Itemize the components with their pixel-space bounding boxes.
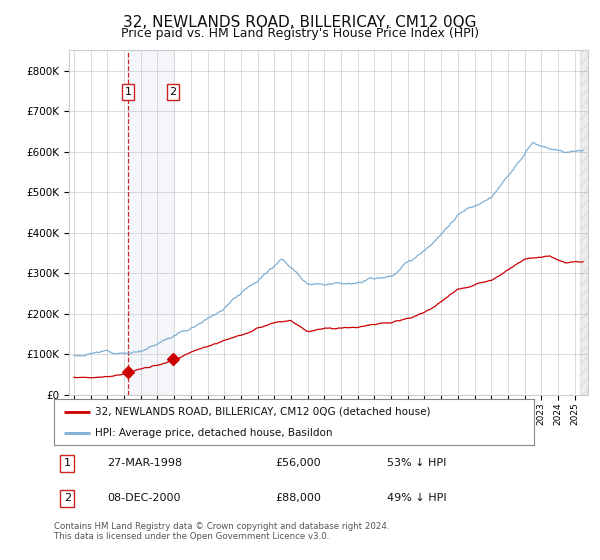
Text: 1: 1	[64, 459, 71, 468]
Text: HPI: Average price, detached house, Basildon: HPI: Average price, detached house, Basi…	[95, 428, 332, 438]
Bar	[580, 50, 588, 395]
Text: 53% ↓ HPI: 53% ↓ HPI	[386, 459, 446, 468]
Text: 08-DEC-2000: 08-DEC-2000	[107, 493, 181, 503]
Text: 32, NEWLANDS ROAD, BILLERICAY, CM12 0QG (detached house): 32, NEWLANDS ROAD, BILLERICAY, CM12 0QG …	[95, 407, 430, 417]
Text: 32, NEWLANDS ROAD, BILLERICAY, CM12 0QG: 32, NEWLANDS ROAD, BILLERICAY, CM12 0QG	[123, 15, 477, 30]
Text: 49% ↓ HPI: 49% ↓ HPI	[386, 493, 446, 503]
Text: Contains HM Land Registry data © Crown copyright and database right 2024.
This d: Contains HM Land Registry data © Crown c…	[54, 522, 389, 542]
Text: 2: 2	[64, 493, 71, 503]
Text: 1: 1	[124, 87, 131, 97]
Bar	[128, 50, 173, 395]
Text: £88,000: £88,000	[276, 493, 322, 503]
Text: £56,000: £56,000	[276, 459, 322, 468]
Text: 27-MAR-1998: 27-MAR-1998	[107, 459, 182, 468]
Text: 2: 2	[169, 87, 176, 97]
Text: Price paid vs. HM Land Registry's House Price Index (HPI): Price paid vs. HM Land Registry's House …	[121, 27, 479, 40]
